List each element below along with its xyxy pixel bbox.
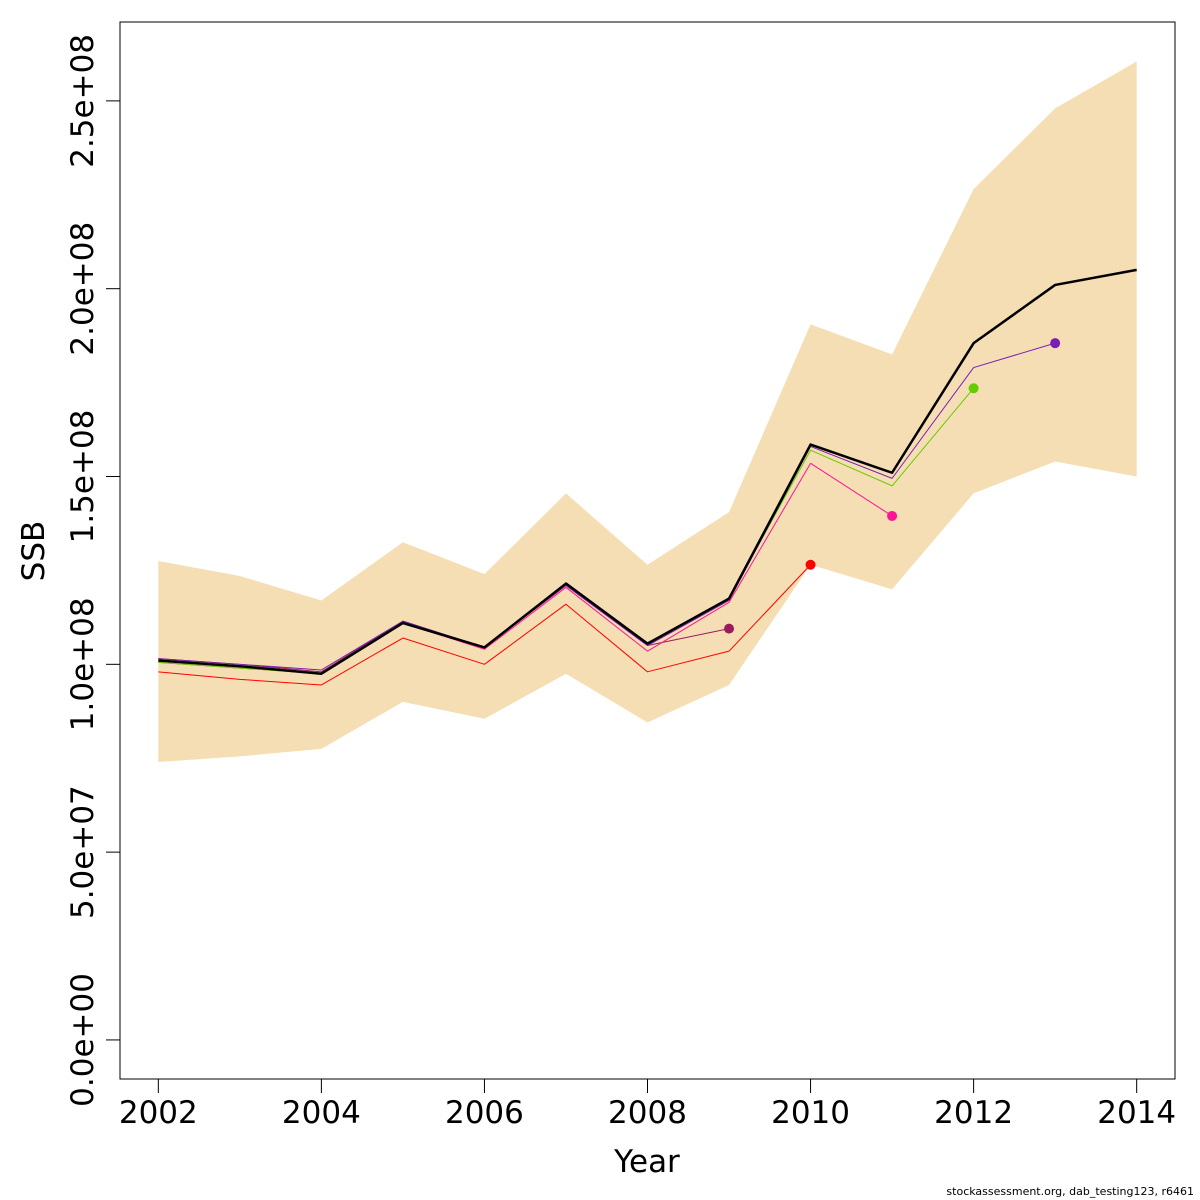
confidence-band [158, 61, 1137, 762]
x-tick-label: 2012 [934, 1095, 1013, 1131]
series-end-point-2 [724, 623, 735, 634]
x-tick-label: 2014 [1097, 1095, 1176, 1131]
y-tick-label: 5.0e+07 [65, 785, 101, 919]
x-axis-title: Year [613, 1144, 680, 1180]
footer-credit: stockassessment.org, dab_testing123, r64… [946, 1185, 1194, 1198]
series-layer [158, 268, 1137, 686]
series-end-point-3 [887, 510, 898, 521]
y-tick-label: 2.5e+08 [65, 34, 101, 168]
y-tick-label: 0.0e+00 [65, 973, 101, 1107]
series-end-point-5 [1050, 338, 1061, 349]
y-tick-label: 2.0e+08 [65, 222, 101, 356]
y-tick-label: 1.5e+08 [65, 410, 101, 544]
x-tick-label: 2008 [608, 1095, 687, 1131]
series-end-point-1 [805, 559, 816, 570]
confidence-band-layer [158, 61, 1137, 762]
x-tick-label: 2004 [282, 1095, 361, 1131]
x-tick-label: 2002 [119, 1095, 198, 1131]
series-line-6 [158, 268, 1137, 675]
series-line-5 [158, 342, 1056, 671]
y-tick-label: 1.0e+08 [65, 597, 101, 731]
series-line-1 [158, 564, 811, 686]
plot-frame [119, 21, 1176, 1080]
y-axis-title: SSB [16, 521, 52, 582]
series-end-point-4 [968, 383, 979, 394]
x-tick-label: 2010 [771, 1095, 850, 1131]
x-tick-label: 2006 [445, 1095, 524, 1131]
axes-layer: 2002 2004 2006 2008 2010 2012 2014 0.0e+00 5.0e+… [65, 34, 1176, 1131]
